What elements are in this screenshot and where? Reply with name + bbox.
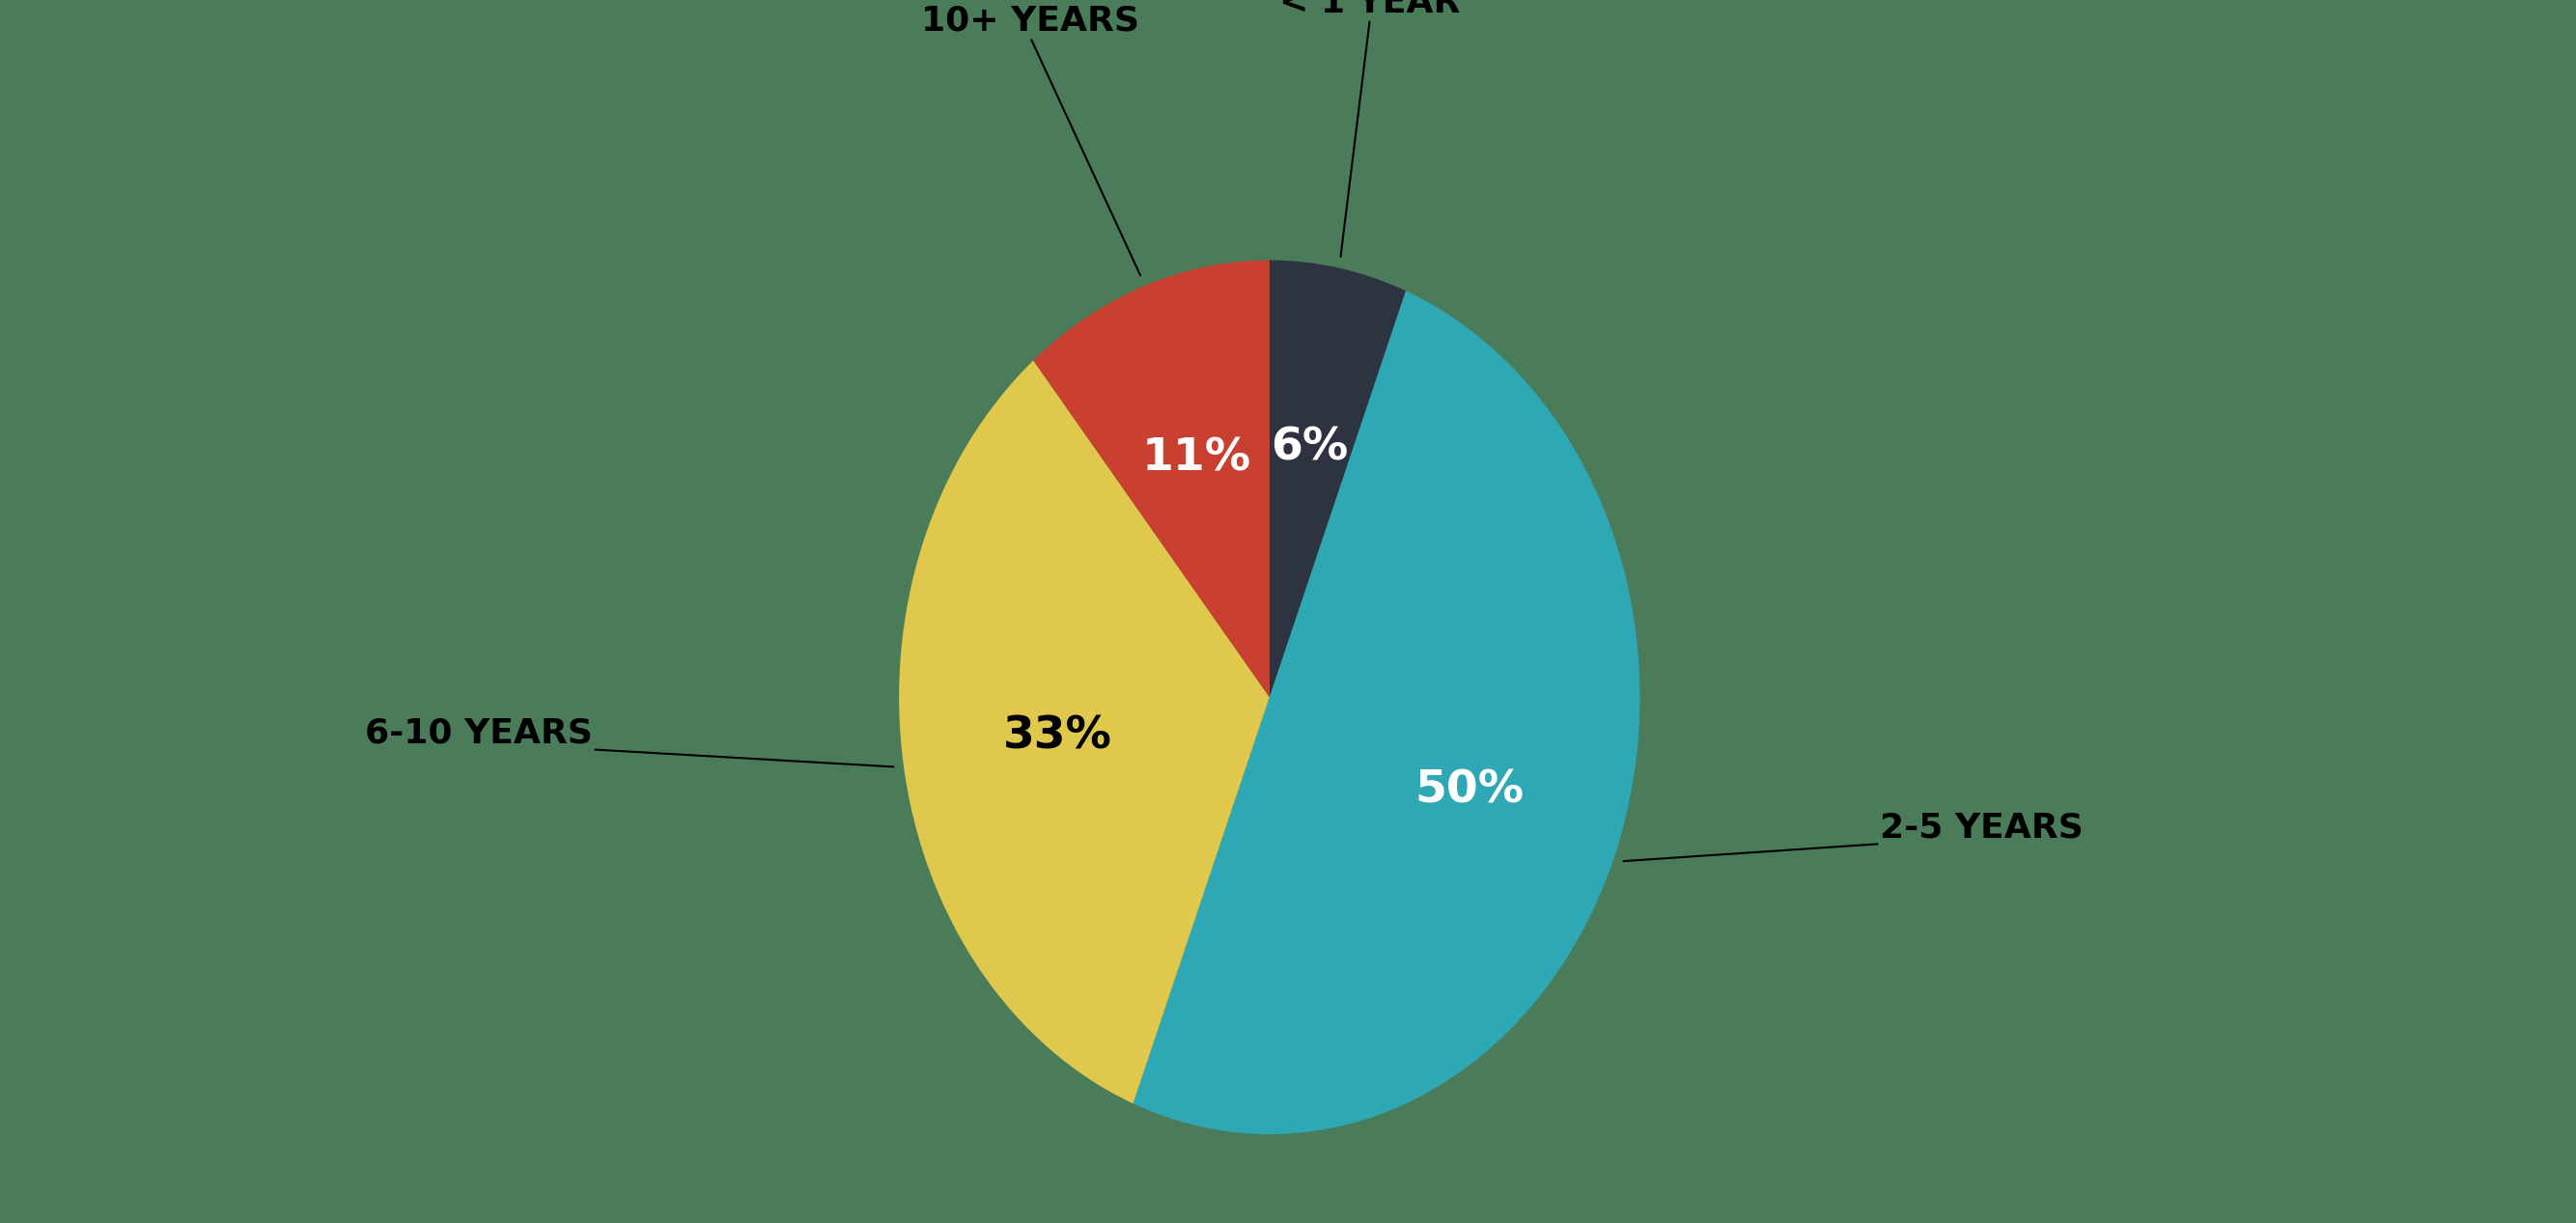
Text: 6-10 YEARS: 6-10 YEARS <box>366 717 592 750</box>
Text: 6%: 6% <box>1270 427 1347 470</box>
Wedge shape <box>899 361 1270 1103</box>
Wedge shape <box>1033 260 1270 697</box>
Text: 2-5 YEARS: 2-5 YEARS <box>1880 811 2084 844</box>
Text: < 1 YEAR: < 1 YEAR <box>1280 0 1461 18</box>
Text: 11%: 11% <box>1141 437 1252 481</box>
Wedge shape <box>1133 291 1641 1134</box>
Wedge shape <box>1270 260 1406 697</box>
Text: 50%: 50% <box>1414 769 1525 812</box>
Text: 10+ YEARS: 10+ YEARS <box>922 5 1139 38</box>
Text: 33%: 33% <box>1002 715 1113 758</box>
